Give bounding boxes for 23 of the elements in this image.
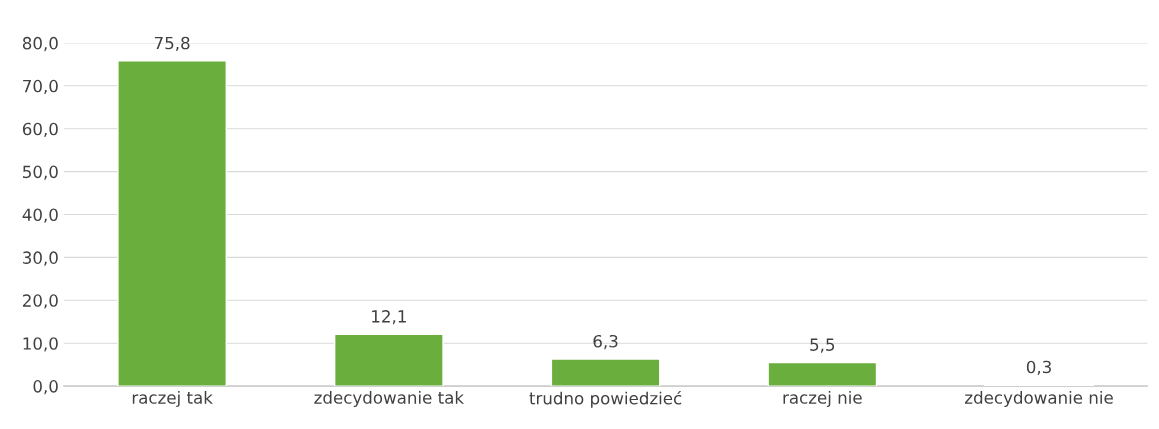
x-tick-label: zdecydowanie tak bbox=[314, 390, 464, 408]
y-tick-label: 50,0 bbox=[23, 165, 58, 180]
y-tick-label: 60,0 bbox=[22, 122, 58, 137]
y-tick-label: 0,0 bbox=[33, 380, 58, 395]
data-label: 6,3 bbox=[593, 334, 618, 350]
x-tick-label: raczej nie bbox=[783, 390, 862, 408]
y-tick-label: 30,0 bbox=[23, 251, 58, 266]
data-label: 0,3 bbox=[1026, 360, 1051, 375]
bar bbox=[117, 60, 227, 387]
data-label: 75,8 bbox=[154, 36, 190, 52]
bar bbox=[767, 361, 878, 387]
y-tick-label: 10,0 bbox=[23, 337, 58, 352]
bar bbox=[333, 333, 444, 387]
x-tick-label: zdecydowanie nie bbox=[965, 390, 1113, 408]
y-tick-label: 80,0 bbox=[22, 36, 58, 52]
data-label: 12,1 bbox=[372, 310, 406, 325]
y-tick-label: 70,0 bbox=[23, 79, 58, 95]
y-tick-label: 40,0 bbox=[22, 208, 58, 223]
data-label: 5,5 bbox=[810, 338, 835, 353]
y-tick-label: 20,0 bbox=[23, 294, 58, 309]
x-tick-label: trudno powiedzieć bbox=[529, 390, 682, 408]
x-tick-label: raczej tak bbox=[132, 390, 213, 408]
bar bbox=[550, 358, 661, 387]
